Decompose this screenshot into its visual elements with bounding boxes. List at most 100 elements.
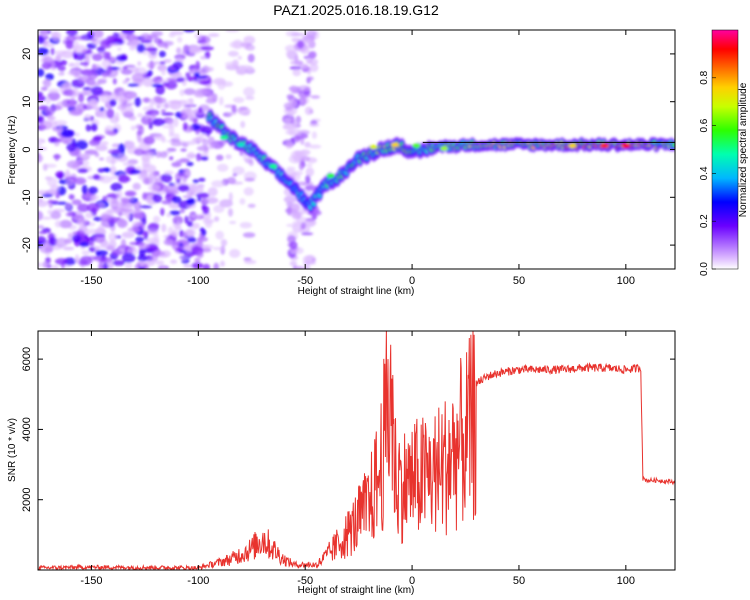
spectrogram-noise-blob [308, 122, 320, 127]
spectrogram-noise-blob [107, 260, 114, 269]
spectrogram-noise-blob [121, 30, 135, 35]
spectrogram-noise-blob [168, 33, 176, 38]
spectrogram-noise-blob [160, 266, 166, 269]
spectrogram-noise-blob [130, 66, 140, 73]
spectrogram-noise-blob [141, 97, 152, 103]
spectrogram-noise-blob [85, 228, 99, 235]
spectrogram-noise-blob [183, 264, 194, 268]
spectrogram-x-tick-label: -150 [80, 275, 102, 287]
colorbar-tick-label: 0.6 [699, 118, 710, 132]
spectrogram-noise-blob [122, 162, 136, 167]
spectrogram-noise-blob [131, 72, 146, 83]
spectrogram-noise-blob [66, 30, 78, 36]
spectrogram-noise-blob [198, 80, 211, 85]
spectrogram-noise-blob [149, 172, 157, 180]
spectrogram-noise-blob [48, 88, 60, 94]
spectrogram-noise-blob [247, 203, 256, 208]
spectrogram-noise-blob [199, 227, 205, 233]
spectrogram-noise-blob [127, 227, 140, 232]
spectrogram-noise-blob [88, 186, 98, 195]
spectrogram-noise-blob [305, 167, 315, 177]
snr-x-tick-label: -50 [297, 575, 313, 587]
spectrogram-noise-blob [85, 124, 92, 132]
spectrogram-noise-blob [160, 207, 165, 216]
spectrogram-noise-blob [243, 86, 255, 97]
spectrogram-noise-blob [125, 77, 131, 82]
spectrogram-noise-blob [101, 72, 109, 77]
spectrogram-noise-blob [220, 245, 226, 255]
spectrogram-noise-blob [47, 209, 53, 215]
spectrogram-noise-blob [65, 202, 72, 210]
spectrogram-noise-blob [115, 95, 122, 101]
spectrogram-noise-blob [161, 223, 167, 233]
spectrogram-noise-blob [155, 151, 162, 158]
spectrogram-noise-blob [288, 128, 302, 137]
spectrogram-noise-blob [232, 166, 245, 176]
spectrogram-noise-blob [118, 175, 130, 183]
spectrogram-noise-blob [146, 227, 159, 235]
spectrogram-noise-blob [289, 241, 298, 250]
spectrogram-noise-blob [54, 220, 62, 228]
spectrogram-noise-blob [244, 177, 255, 182]
spectrogram-noise-blob [45, 97, 51, 105]
spectrogram-noise-blob [202, 138, 209, 148]
spectrogram-noise-blob [201, 204, 207, 211]
spectrogram-noise-blob [128, 115, 137, 121]
spectrogram-noise-blob [38, 210, 44, 221]
spectrogram-noise-blob [38, 152, 42, 162]
spectrogram-noise-blob [75, 140, 88, 150]
spectrogram-noise-blob [77, 217, 88, 227]
spectrogram-noise-blob [186, 161, 194, 167]
snr-y-tick-label: 6000 [21, 347, 33, 371]
spectrogram-noise-blob [133, 148, 145, 156]
spectrogram-noise-blob [124, 191, 136, 197]
spectrogram-noise-blob [243, 187, 254, 196]
spectrogram-hotspot [220, 135, 228, 140]
spectrogram-noise-blob [117, 47, 122, 52]
spectrogram-noise-blob [153, 215, 161, 223]
spectrogram-noise-blob [184, 215, 189, 224]
spectrogram-noise-blob [205, 84, 212, 89]
spectrogram-noise-blob [174, 133, 180, 140]
spectrogram-noise-blob [54, 138, 63, 143]
spectrogram-noise-blob [213, 262, 220, 269]
spectrogram-noise-blob [165, 80, 178, 90]
spectrogram-noise-blob [200, 125, 213, 135]
spectrogram-noise-blob [294, 266, 302, 269]
spectrogram-noise-blob [88, 139, 101, 146]
spectrogram-noise-blob [226, 177, 237, 184]
spectrogram-noise-blob [71, 199, 82, 206]
spectrogram-noise-blob [41, 193, 54, 198]
spectrogram-noise-blob [175, 247, 182, 252]
spectrogram-y-tick-label: 0 [21, 146, 33, 152]
spectrogram-noise-blob [298, 85, 311, 92]
spectrogram-noise-blob [38, 95, 47, 102]
spectrogram-noise-blob [87, 30, 95, 39]
spectrogram-noise-blob [211, 180, 226, 188]
spectrogram-noise-blob [79, 241, 90, 248]
spectrogram-noise-blob [183, 30, 195, 33]
spectrogram-noise-blob [208, 33, 220, 37]
spectrogram-noise-blob [108, 232, 118, 242]
spectrogram-noise-blob [228, 192, 233, 202]
spectrogram-noise-blob [309, 63, 319, 72]
snr-x-tick-label: -100 [187, 575, 209, 587]
spectrogram-x-tick-label: -100 [187, 275, 209, 287]
spectrogram-noise-blob [112, 78, 117, 85]
spectrogram-noise-blob [204, 220, 213, 228]
spectrogram-noise-blob [92, 30, 104, 39]
spectrogram-noise-blob [38, 147, 48, 151]
spectrogram-noise-blob [38, 230, 48, 235]
spectrogram-noise-blob [159, 104, 171, 108]
spectrogram-noise-blob [78, 76, 92, 83]
spectrogram-noise-blob [147, 49, 158, 60]
spectrogram-noise-blob [179, 89, 185, 97]
colorbar: 0.0 0.2 0.4 0.6 0.8 Normalized spectral ampl… [699, 29, 749, 276]
spectrogram-noise-blob [38, 142, 43, 147]
spectrogram-noise-blob [182, 195, 192, 199]
spectrogram-noise-blob [171, 229, 179, 238]
snr-y-label: SNR (10 * v/v) [7, 418, 18, 482]
spectrogram-noise-blob [65, 212, 73, 217]
spectrogram-noise-blob [217, 80, 226, 90]
spectrogram-noise-blob [69, 98, 76, 108]
